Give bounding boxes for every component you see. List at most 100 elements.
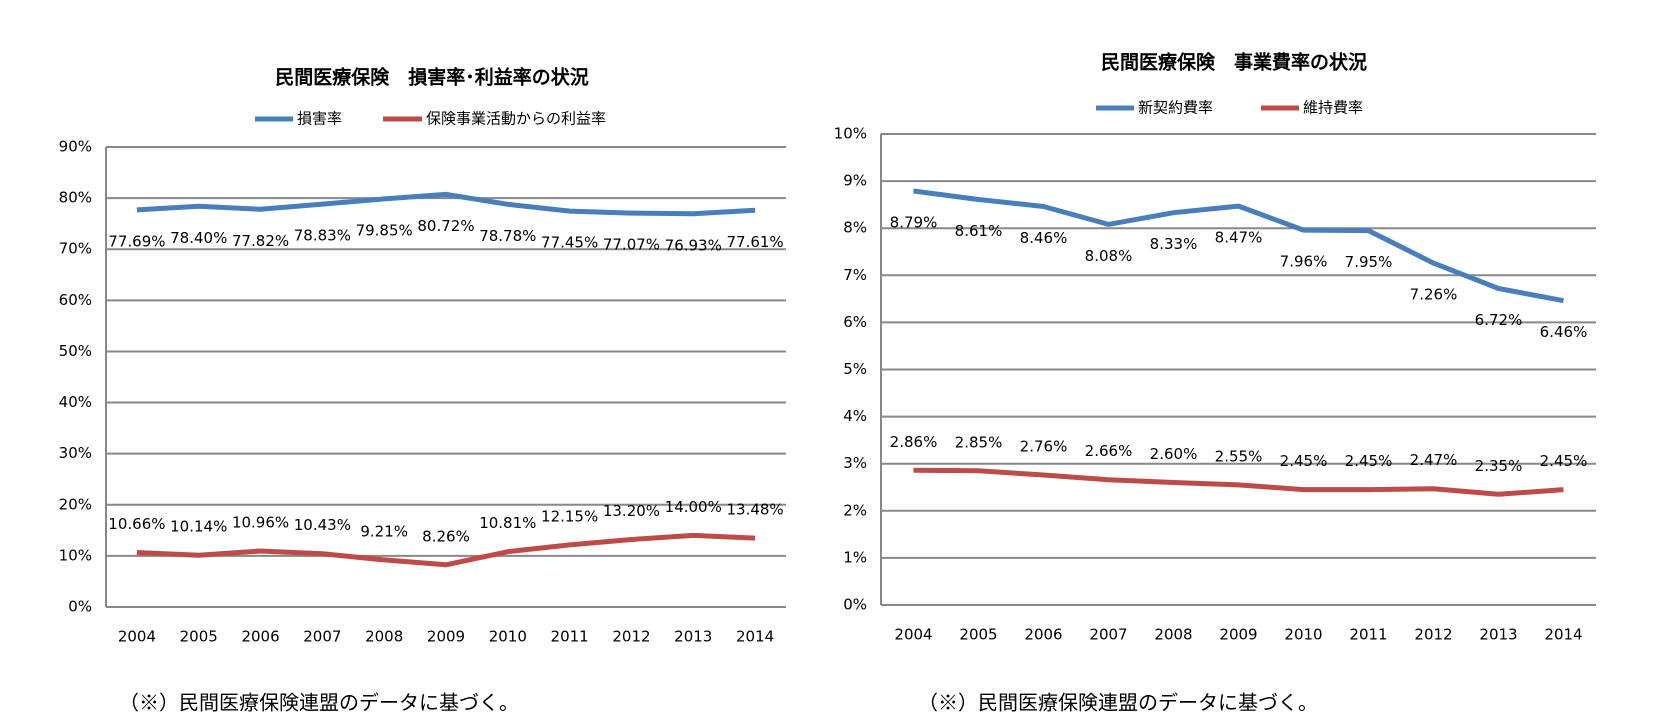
data-label: 77.07%	[603, 236, 660, 254]
x-tick-label: 2014	[1544, 626, 1582, 644]
data-label: 78.83%	[294, 227, 351, 245]
data-label: 2.47%	[1410, 451, 1458, 469]
data-label: 7.26%	[1410, 286, 1458, 304]
y-tick-label: 9%	[843, 172, 867, 190]
data-label: 10.14%	[170, 518, 227, 536]
data-label: 77.61%	[726, 233, 783, 251]
footnote: （※）民間医療保険連盟のデータに基づく。	[119, 691, 519, 715]
data-label: 77.69%	[108, 232, 165, 250]
chart-title: 民間医療保険 損害率･利益率の状況	[275, 66, 589, 89]
x-tick-label: 2012	[1414, 626, 1452, 644]
x-tick-label: 2008	[365, 628, 403, 646]
x-tick-label: 2013	[1479, 626, 1517, 644]
data-label: 6.72%	[1475, 311, 1523, 329]
data-label: 78.78%	[479, 227, 536, 245]
data-label: 9.21%	[360, 522, 408, 540]
series-line	[136, 191, 756, 217]
series-line	[913, 188, 1564, 304]
x-tick-label: 2010	[489, 628, 527, 646]
data-label: 10.81%	[479, 514, 536, 532]
x-tick-label: 2007	[1089, 626, 1127, 644]
data-label: 76.93%	[665, 236, 722, 254]
data-label: 2.35%	[1475, 457, 1523, 475]
data-label: 2.66%	[1085, 442, 1133, 460]
data-label: 8.79%	[890, 213, 938, 231]
data-label: 8.46%	[1020, 229, 1068, 247]
data-label: 79.85%	[356, 221, 413, 239]
x-tick-label: 2004	[894, 626, 932, 644]
data-label: 14.00%	[665, 498, 722, 516]
x-tick-label: 2008	[1154, 626, 1192, 644]
y-tick-label: 4%	[843, 407, 867, 425]
x-tick-label: 2011	[551, 628, 589, 646]
data-label: 78.40%	[170, 229, 227, 247]
data-label: 2.60%	[1150, 445, 1198, 463]
data-label: 2.45%	[1280, 452, 1328, 470]
legend-label: 維持費率	[1303, 99, 1363, 117]
series-line	[136, 532, 756, 568]
data-label: 10.66%	[108, 515, 165, 533]
data-label: 13.20%	[603, 502, 660, 520]
data-label: 10.43%	[294, 516, 351, 534]
data-label: 2.45%	[1345, 452, 1393, 470]
data-label: 2.85%	[955, 433, 1003, 451]
x-tick-label: 2013	[674, 628, 712, 646]
chart-title: 民間医療保険 事業費率の状況	[1101, 51, 1367, 74]
data-label: 10.96%	[232, 513, 289, 531]
x-tick-label: 2009	[427, 628, 465, 646]
x-tick-label: 2007	[303, 628, 341, 646]
y-tick-label: 20%	[59, 495, 92, 513]
x-tick-label: 2004	[118, 628, 156, 646]
y-tick-label: 30%	[59, 444, 92, 462]
data-label: 8.61%	[955, 222, 1003, 240]
x-tick-label: 2011	[1349, 626, 1387, 644]
y-tick-label: 50%	[59, 342, 92, 360]
y-tick-label: 3%	[843, 454, 867, 472]
y-tick-label: 7%	[843, 266, 867, 284]
y-tick-label: 8%	[843, 219, 867, 237]
y-tick-label: 0%	[68, 598, 92, 616]
data-label: 77.45%	[541, 234, 598, 252]
data-label: 8.47%	[1215, 229, 1263, 247]
x-tick-label: 2014	[736, 628, 774, 646]
data-label: 80.72%	[417, 217, 474, 235]
y-tick-label: 6%	[843, 313, 867, 331]
y-tick-label: 60%	[59, 291, 92, 309]
y-tick-label: 10%	[834, 125, 867, 143]
y-tick-label: 40%	[59, 393, 92, 411]
data-label: 2.45%	[1540, 452, 1588, 470]
y-tick-label: 5%	[843, 360, 867, 378]
y-tick-label: 10%	[59, 546, 92, 564]
x-tick-label: 2005	[180, 628, 218, 646]
y-tick-label: 90%	[59, 138, 92, 156]
data-label: 77.82%	[232, 232, 289, 250]
series-line	[913, 467, 1564, 497]
y-tick-label: 1%	[843, 548, 867, 566]
data-label: 13.48%	[726, 501, 783, 519]
x-tick-label: 2009	[1219, 626, 1257, 644]
footnote: （※）民間医療保険連盟のデータに基づく。	[918, 691, 1318, 715]
legend-label: 損害率	[297, 110, 342, 128]
x-tick-label: 2010	[1284, 626, 1322, 644]
data-label: 8.26%	[422, 527, 470, 545]
data-label: 7.95%	[1345, 253, 1393, 271]
x-tick-label: 2006	[1024, 626, 1062, 644]
data-label: 7.96%	[1280, 253, 1328, 271]
data-label: 8.33%	[1150, 235, 1198, 253]
x-tick-label: 2012	[612, 628, 650, 646]
y-tick-label: 70%	[59, 240, 92, 258]
data-label: 2.55%	[1215, 447, 1263, 465]
x-tick-label: 2005	[959, 626, 997, 644]
data-label: 2.86%	[890, 433, 938, 451]
data-label: 2.76%	[1020, 438, 1068, 456]
y-tick-label: 0%	[843, 596, 867, 614]
data-label: 12.15%	[541, 507, 598, 525]
legend-label: 新契約費率	[1138, 99, 1213, 117]
data-label: 8.08%	[1085, 247, 1133, 265]
y-tick-label: 2%	[843, 501, 867, 519]
data-label: 6.46%	[1540, 323, 1588, 341]
x-tick-label: 2006	[241, 628, 279, 646]
y-tick-label: 80%	[59, 189, 92, 207]
legend-label: 保険事業活動からの利益率	[426, 110, 606, 128]
